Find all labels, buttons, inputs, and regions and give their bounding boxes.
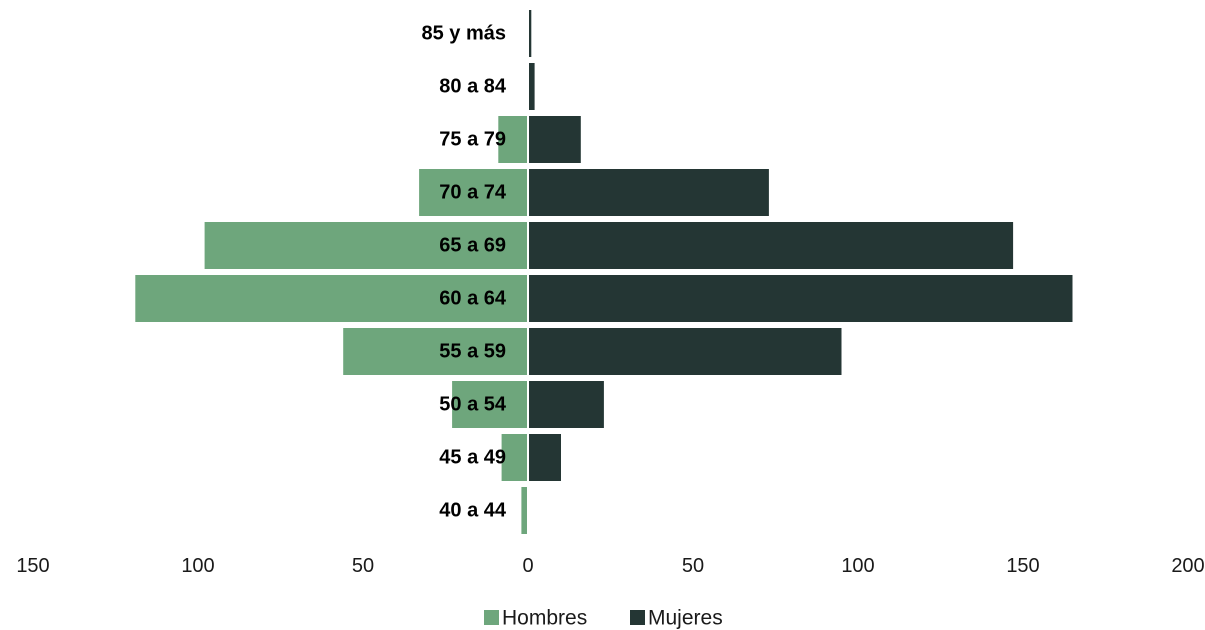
x-tick-label: 200 xyxy=(1171,555,1204,577)
bar-mujeres-2 xyxy=(528,116,581,163)
bar-hombres-9 xyxy=(521,487,528,534)
bar-hombres-7 xyxy=(452,381,528,428)
bar-hombres-4 xyxy=(204,222,528,269)
bar-mujeres-0 xyxy=(528,10,532,57)
bar-mujeres-8 xyxy=(528,434,561,481)
x-axis-ticks: 150 100 50 0 50 100 150 200 xyxy=(16,555,1204,577)
legend-label-mujeres: Mujeres xyxy=(648,607,723,630)
x-tick-label: 50 xyxy=(682,555,704,577)
x-tick-label: 100 xyxy=(181,555,214,577)
category-label: 60 a 64 xyxy=(439,288,507,310)
category-label: 80 a 84 xyxy=(439,76,507,98)
legend-label-hombres: Hombres xyxy=(502,607,587,630)
legend: Hombres Mujeres xyxy=(484,607,723,630)
category-label: 55 a 59 xyxy=(439,341,506,363)
x-tick-label: 50 xyxy=(352,555,374,577)
category-label: 40 a 44 xyxy=(439,500,507,522)
bar-mujeres-7 xyxy=(528,381,604,428)
x-tick-label: 0 xyxy=(522,555,533,577)
category-label: 65 a 69 xyxy=(439,235,506,257)
bar-hombres-6 xyxy=(343,328,528,375)
bar-mujeres-1 xyxy=(528,63,535,110)
bar-mujeres-6 xyxy=(528,328,842,375)
legend-swatch-hombres xyxy=(484,610,499,625)
category-label: 50 a 54 xyxy=(439,394,507,416)
category-label: 85 y más xyxy=(421,23,506,45)
bar-hombres-8 xyxy=(501,434,528,481)
bar-mujeres-5 xyxy=(528,275,1073,322)
bar-mujeres-3 xyxy=(528,169,769,216)
legend-swatch-mujeres xyxy=(630,610,645,625)
bar-hombres-5 xyxy=(135,275,529,322)
x-tick-label: 150 xyxy=(16,555,49,577)
category-label: 75 a 79 xyxy=(439,129,506,151)
bar-hombres-2 xyxy=(498,116,528,163)
category-labels: 85 y más 80 a 84 75 a 79 70 a 74 65 a 69 60 a… xyxy=(421,23,506,522)
x-tick-label: 100 xyxy=(841,555,874,577)
category-label: 45 a 49 xyxy=(439,447,506,469)
bars-layer xyxy=(135,10,1073,534)
bar-mujeres-4 xyxy=(528,222,1014,269)
x-tick-label: 150 xyxy=(1006,555,1039,577)
bar-hombres-3 xyxy=(419,169,528,216)
category-label: 70 a 74 xyxy=(439,182,507,204)
